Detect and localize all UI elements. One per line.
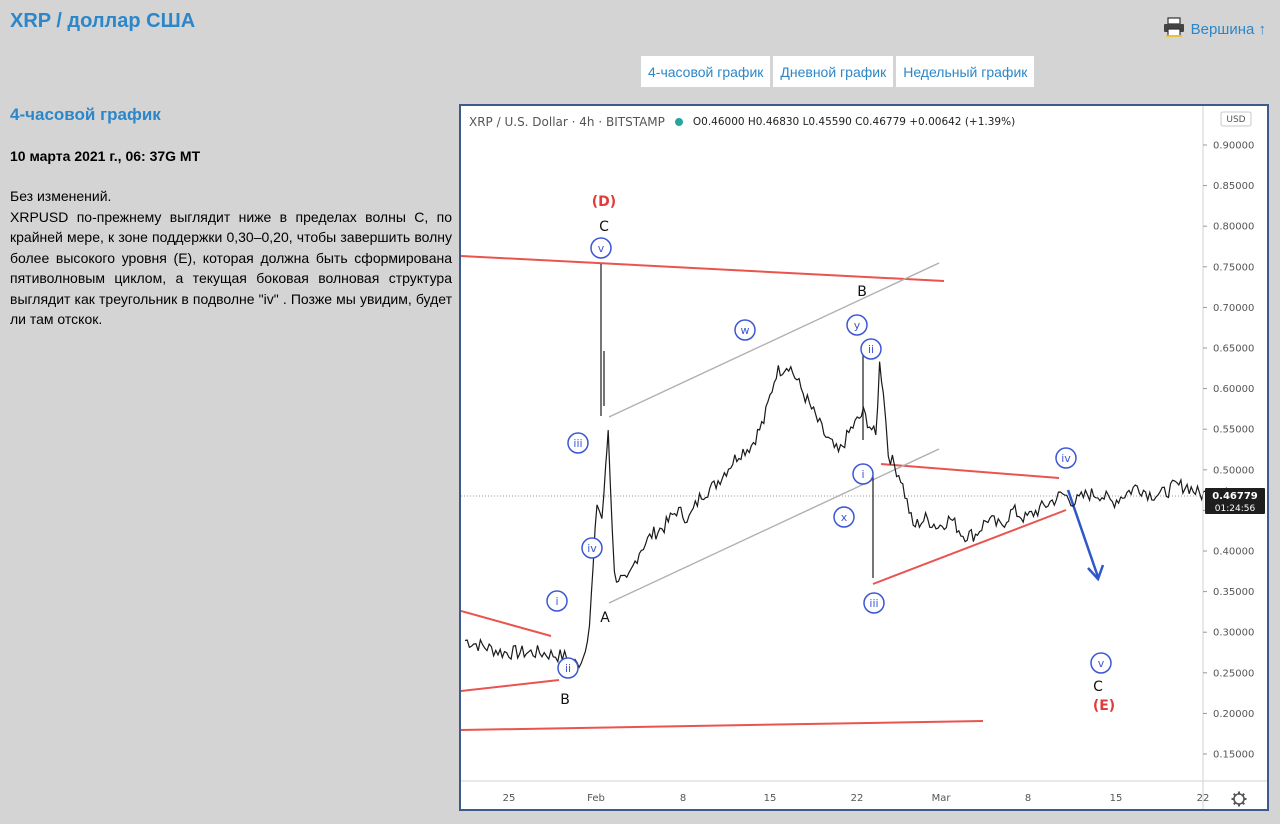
post-date: 10 марта 2021 г., 06: 37G MT (10, 148, 201, 164)
wave-circle (860, 338, 882, 360)
projection-arrow (1066, 489, 1100, 578)
back-to-top-label: Вершина ↑ (1190, 20, 1266, 38)
y-tick-label: 0.20000 (1213, 709, 1254, 720)
y-tick-label: 0.85000 (1213, 181, 1254, 192)
analysis-text: Без изменений. XRPUSD по-прежнему выгляд… (10, 186, 452, 330)
wave-label: v (1098, 657, 1105, 670)
red-trendline (872, 509, 1067, 585)
y-tick-label: 0.30000 (1213, 628, 1254, 639)
status-dot-icon (674, 118, 683, 126)
wave-circle (590, 237, 612, 259)
wave-label: x (841, 511, 848, 524)
tab-daily-chart[interactable]: Дневной график (773, 56, 894, 87)
y-tick-label: 0.25000 (1213, 668, 1254, 679)
wave-circle (1090, 652, 1112, 674)
wave-label: ii (868, 343, 874, 356)
chart-tabs: 4-часовой график Дневной график Недельны… (641, 56, 1035, 87)
wave-label: w (741, 324, 750, 337)
x-tick-label: 8 (680, 793, 686, 804)
currency-label: USD (1226, 115, 1245, 125)
x-tick-label: 25 (503, 793, 516, 804)
arrow-head-icon (1087, 564, 1105, 582)
y-tick-label: 0.50000 (1213, 465, 1254, 476)
red-trendline (461, 720, 984, 731)
red-trendline (461, 679, 560, 692)
wave-label: ii (565, 662, 571, 675)
red-trendline (461, 255, 945, 282)
section-title: 4-часовой график (10, 105, 161, 124)
y-tick-label: 0.15000 (1213, 750, 1254, 761)
wave-label: i (555, 595, 558, 608)
wave-label: iv (1061, 452, 1071, 465)
y-tick-label: 0.70000 (1213, 303, 1254, 314)
x-tick-label: 15 (764, 793, 777, 804)
wave-circle (846, 314, 868, 336)
y-tick-label: 0.90000 (1213, 141, 1254, 152)
currency-box (1220, 111, 1252, 127)
y-tick-label: 0.65000 (1213, 344, 1254, 355)
wave-label-black: B (857, 284, 867, 300)
x-tick-label: 22 (851, 793, 864, 804)
wave-label: v (598, 242, 605, 255)
wave-label: iv (587, 542, 597, 555)
x-tick-label: Feb (587, 793, 605, 804)
y-tick-label: 0.75000 (1213, 262, 1254, 273)
settings-gear-icon (1231, 791, 1247, 807)
red-trendline (880, 463, 1060, 479)
wave-label-red: (D) (592, 194, 616, 210)
x-tick-label: 22 (1197, 793, 1210, 804)
red-trendline (461, 610, 552, 637)
wave-circle (833, 506, 855, 528)
wave-label: y (854, 319, 861, 332)
y-tick-label: 0.60000 (1213, 384, 1254, 395)
wave-label-red: (E) (1093, 698, 1115, 714)
countdown-label: 01:24:56 (1215, 504, 1256, 514)
wave-circle (557, 657, 579, 679)
wave-circle (1055, 447, 1077, 469)
chart-title: XRP / U.S. Dollar · 4h · BITSTAMP (469, 115, 665, 129)
analysis-paragraph-1: Без изменений. (10, 188, 112, 204)
x-tick-label: Mar (932, 793, 952, 804)
last-price-badge (1205, 487, 1265, 514)
wave-label: iii (869, 597, 878, 610)
wave-label-black: C (599, 219, 609, 235)
printer-icon (1163, 17, 1185, 41)
wave-circle (567, 432, 589, 454)
last-price-label: 0.46779 (1212, 491, 1258, 502)
tab-4h-chart[interactable]: 4-часовой график (641, 56, 771, 87)
wave-label: iii (573, 437, 582, 450)
wave-label-black: C (1093, 679, 1103, 695)
wave-label: i (861, 468, 864, 481)
tab-weekly-chart[interactable]: Недельный график (896, 56, 1035, 87)
wave-circle (546, 590, 568, 612)
y-tick-label: 0.35000 (1213, 587, 1254, 598)
analysis-paragraph-2: XRPUSD по-прежнему выглядит ниже в преде… (10, 208, 452, 328)
x-tick-label: 8 (1025, 793, 1031, 804)
y-tick-label: 0.40000 (1213, 547, 1254, 558)
channel-line (608, 448, 940, 604)
back-to-top-link[interactable]: Вершина ↑ (1163, 17, 1266, 41)
price-series (464, 361, 1263, 669)
chart-ohlc: O0.46000 H0.46830 L0.45590 C0.46779 +0.0… (692, 116, 1016, 128)
wave-circle (734, 319, 756, 341)
wave-label-black: A (600, 610, 610, 626)
channel-line (608, 262, 940, 418)
x-tick-label: 15 (1110, 793, 1123, 804)
y-tick-label: 0.55000 (1213, 425, 1254, 436)
chart-header: XRP / U.S. Dollar · 4h · BITSTAMP O0.460… (469, 115, 1015, 129)
wave-circle (852, 463, 874, 485)
y-tick-label: 0.80000 (1213, 222, 1254, 233)
wave-label-black: B (560, 692, 570, 708)
wave-circle (863, 592, 885, 614)
page-title: XRP / доллар США (10, 10, 196, 32)
wave-circle (581, 537, 603, 559)
price-chart[interactable]: v iii iv i ii w y ii i x iii iv v C B A B C (D) (E) USD 0.90… (459, 104, 1269, 811)
